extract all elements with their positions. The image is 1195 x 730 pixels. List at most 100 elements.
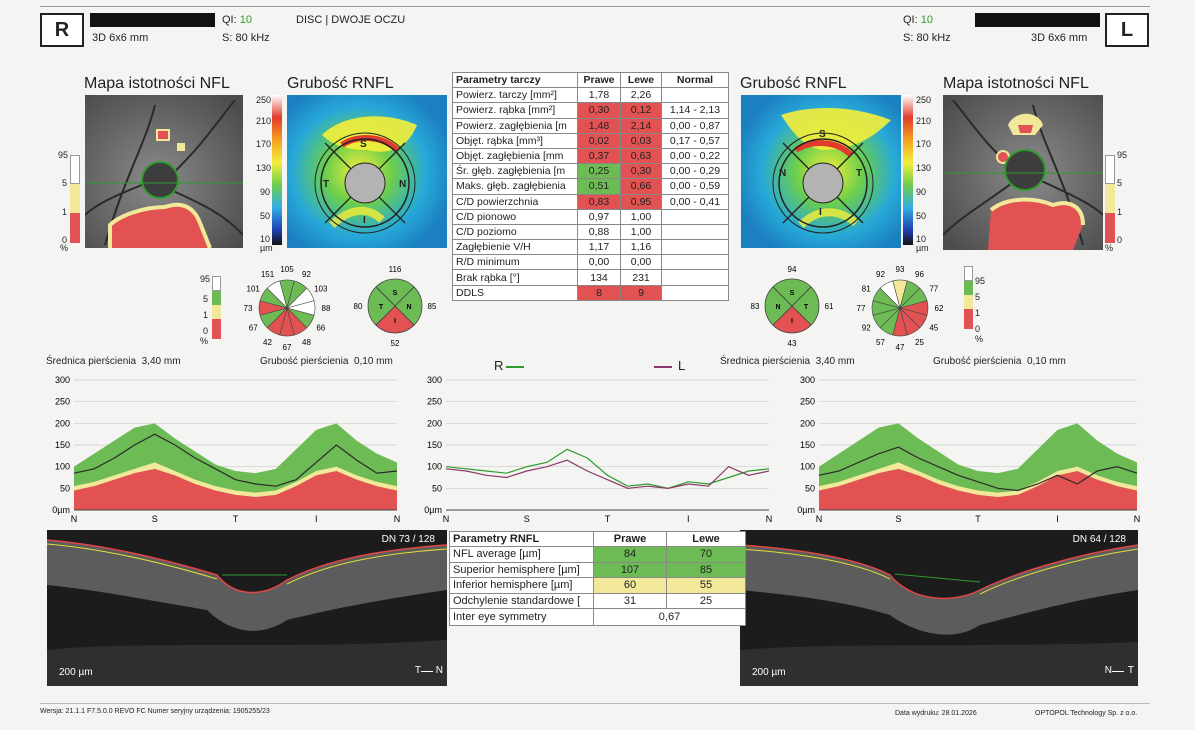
scale-tick-210: 210	[916, 116, 932, 126]
clock-value: 57	[876, 338, 885, 347]
map-label-t: T	[856, 168, 863, 179]
nfl-significance-map-right	[85, 95, 243, 248]
x-tick-label: I	[315, 514, 318, 524]
disc-normal-range	[661, 223, 729, 241]
rnfl-parameters-table: Parametry RNFL Prawe Lewe NFL average [µ…	[449, 530, 746, 627]
quadrant-value: 80	[354, 302, 363, 311]
scale-tick-10: 10	[260, 234, 271, 244]
table-row: Inter eye symmetry 0,67	[449, 608, 746, 627]
tsnit-chart-left: 0µm 50 100 150 200 250 300 N S T I N	[797, 375, 1140, 524]
y-tick-label: 300	[427, 375, 442, 385]
x-tick-label: I	[687, 514, 690, 524]
y-tick-label: 100	[427, 462, 442, 472]
disc-value-right: 0,83	[577, 193, 621, 210]
oct-orient-arrow	[1112, 671, 1124, 672]
clock-chart-right: 105 92 103 88 66 48 67 42 67 73 101 151	[232, 262, 342, 352]
disc-normal-range: 0,00 - 0,59	[661, 178, 729, 195]
disc-value-right: 1,17	[577, 239, 621, 256]
nfl-map-title-right: Mapa istotności NFL	[84, 75, 230, 92]
disc-value-right: 0,37	[577, 147, 621, 165]
pct-tick: 95	[975, 276, 986, 286]
rnfl-thickness-title-right: Grubość RNFL	[287, 75, 394, 92]
quadrant-chart-left: S 94 T 61 I 43 N 83	[742, 262, 842, 350]
clock-value: 62	[935, 304, 944, 313]
x-tick-label: S	[152, 514, 158, 524]
ring-diameter-label: Średnica pierścienia	[46, 356, 137, 367]
disc-normal-range: 0,00 - 0,22	[661, 147, 729, 165]
scale-tick-250: 250	[916, 95, 932, 105]
rnfl-thickness-title-left: Grubość RNFL	[740, 75, 847, 92]
quadrant-sector	[367, 286, 396, 326]
quadrant-label: I	[791, 318, 793, 325]
ring-thickness-value: 0,10 mm	[353, 356, 393, 367]
y-tick-label: 250	[55, 397, 70, 407]
disc-value-right: 8	[577, 284, 621, 301]
disc-param-name: Zagłębienie V/H	[452, 239, 578, 256]
series-line	[445, 459, 770, 489]
scale-unit: µm	[916, 243, 929, 253]
ring-diameter-label: Średnica pierścienia	[720, 356, 811, 367]
clock-value: 77	[929, 285, 938, 294]
y-tick-label: 50	[432, 483, 442, 493]
thickness-scale-left: 250 210 170 130 90 50 10 µm	[903, 95, 935, 253]
clock-value: 47	[896, 343, 905, 352]
rnfl-value-right: 84	[593, 546, 667, 563]
pct-unit: %	[200, 336, 209, 346]
ring-diameter-right: Średnica pierścienia 3,40 mm	[46, 356, 181, 367]
table-row: Zagłębienie V/H 1,17 1,16	[452, 239, 729, 256]
x-tick-label: T	[233, 514, 239, 524]
disc-value-right: 0,88	[577, 223, 621, 241]
disc-normal-range	[661, 269, 729, 286]
disc-value-right: 0,97	[577, 208, 621, 225]
clock-value: 25	[915, 338, 924, 347]
rnfl-thickness-map-right: S T N I	[287, 95, 447, 248]
x-tick-label: S	[895, 514, 901, 524]
scale-tick-170: 170	[256, 139, 272, 149]
disc-value-right: 0,25	[577, 163, 621, 180]
clock-value: 92	[876, 270, 885, 279]
pct-scale-bar	[70, 155, 80, 243]
rnfl-value-left: 25	[666, 592, 746, 610]
quadrant-label: I	[394, 318, 396, 325]
scan-type-left: 3D 6x6 mm	[1031, 32, 1088, 44]
clock-sector	[266, 280, 288, 310]
nfl-significance-map-left	[943, 95, 1103, 250]
map-label-s: S	[360, 139, 367, 150]
x-tick-label: N	[71, 514, 78, 524]
disc-value-right: 1,48	[577, 117, 621, 134]
thickness-scale-bar	[903, 95, 913, 245]
clock-value: 96	[915, 270, 924, 279]
disc-table: Parametry tarczy Prawe Lewe Normal Powie…	[452, 71, 729, 301]
x-tick-label: N	[816, 514, 823, 524]
left-eye-label: L	[1105, 13, 1149, 47]
footer-version: Wersja: 21.1.1 F7.5.0.0 REVO FC Numer se…	[40, 708, 270, 715]
rnfl-value-left: 85	[666, 561, 746, 579]
y-tick-label: 150	[800, 440, 815, 450]
footer-company: OPTOPOL Technology Sp. z o.o.	[1035, 710, 1138, 717]
map-label-i: I	[363, 215, 366, 226]
clock-value: 88	[322, 304, 331, 313]
table-row: Maks. głęb. zagłębienia 0,51 0,66 0,00 - 0,…	[452, 178, 729, 195]
clock-value: 101	[247, 285, 261, 294]
dn-label-right: DN 73 / 128	[381, 534, 435, 545]
disc-normal-range: 0,00 - 0,29	[661, 163, 729, 180]
quadrant-value: 43	[788, 339, 797, 348]
disc-col-left: Lewe	[620, 71, 662, 89]
oct-orient-arrow	[421, 671, 433, 672]
disc-param-name: Objęt. zagłębienia [mm	[452, 147, 578, 165]
pct-unit: %	[60, 243, 69, 253]
quadrant-svg: S 94 T 61 I 43 N 83	[751, 265, 834, 348]
x-tick-label: N	[443, 514, 450, 524]
pct-scale-bar	[1105, 155, 1115, 243]
oct-bscan-right: DN 73 / 128 200 µm T N	[47, 530, 447, 686]
disc-param-name: Powierz. tarczy [mm²]	[452, 87, 578, 104]
clock-value: 93	[896, 265, 905, 274]
quadrant-value: 94	[788, 265, 797, 274]
disc-normal-range	[661, 284, 729, 301]
table-row: Powierz. rąbka [mm²] 0,30 0,12 1,14 - 2,13	[452, 102, 729, 119]
qi-left: QI: 10	[903, 14, 933, 26]
dn-label-left: DN 64 / 128	[1072, 534, 1126, 545]
scale-tick-90: 90	[260, 187, 271, 197]
disc-value-left: 1,00	[620, 223, 662, 241]
scale-tick-170: 170	[916, 139, 932, 149]
